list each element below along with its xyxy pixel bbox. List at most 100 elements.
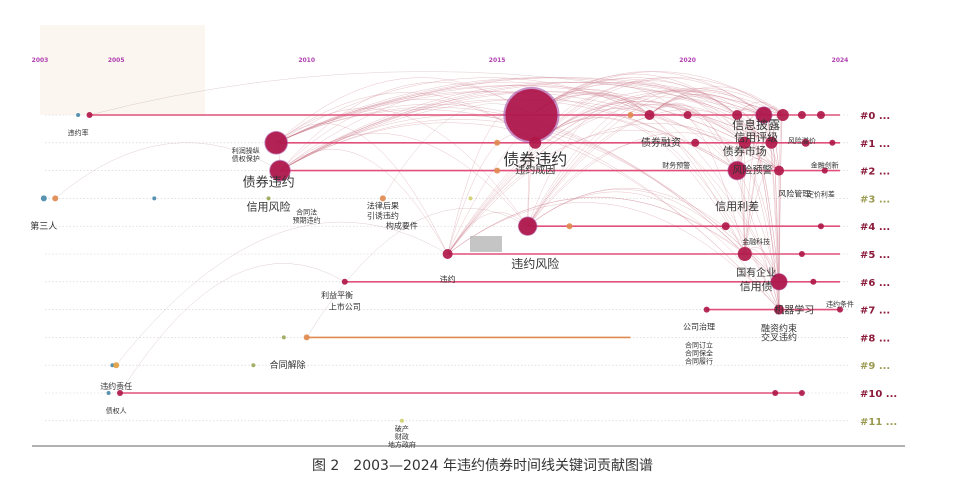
connection-arc [279,132,528,227]
keyword-node [774,304,785,315]
connection-arc [531,94,780,310]
keyword-node [797,111,806,119]
keyword-node [76,113,81,117]
connection-arc [535,108,738,171]
connection-arc [447,90,783,255]
keyword-node [829,139,836,146]
keyword-label: 信息披露 [732,117,780,132]
keyword-label: 合同保全 [685,348,713,357]
connection-arc [535,117,745,255]
connection-arc [649,94,738,116]
connection-arc [279,81,764,171]
keyword-node [728,161,747,180]
keyword-label: 合同法 [296,207,317,216]
keyword-node [399,418,404,423]
keyword-label: 合同履行 [685,356,713,365]
connection-arc [527,89,738,227]
keyword-node [776,109,789,121]
keyword-node [266,196,271,201]
year-tick-label: 2005 [108,57,125,64]
keyword-node [86,112,93,118]
connection-arc [649,89,764,116]
connection-arc [531,91,745,255]
connection-arc [649,98,745,143]
connection-arc [535,96,772,143]
connection-arc [447,90,738,255]
keyword-label: 合同解除 [270,359,306,371]
early-period-shade [40,25,205,115]
connection-arc [649,103,780,282]
connection-arc [527,101,650,227]
cluster-label: #5 ... [860,250,890,261]
keyword-node [251,363,256,368]
year-tick-label: 2024 [832,57,849,64]
connection-arc [279,81,532,171]
connection-arc [447,129,738,255]
connection-arc [535,100,745,143]
connection-arc [535,117,780,310]
keyword-node [755,107,772,123]
keyword-node [468,196,473,201]
keyword-node [494,139,501,146]
keyword-node [837,306,843,313]
keyword-label: 破产 [395,424,409,433]
keyword-label: 风险溢价 [788,136,816,145]
keyword-node [494,167,501,174]
keyword-node [265,131,288,154]
keyword-node [518,217,537,236]
keyword-node [442,249,453,259]
keyword-label: 金融创新 [811,161,839,170]
connection-arc [535,80,738,143]
figure-caption: 图 2 2003—2024 年违约债券时间线关键词贡献图谱 [311,458,654,474]
keyword-label: 债券市场 [723,144,767,158]
connection-arc [649,106,746,255]
year-tick-label: 2003 [32,57,49,64]
keyword-node [732,110,743,120]
keyword-label: 交叉违约 [761,331,797,343]
keyword-node [281,335,286,340]
keyword-label: 引诱违约 [367,210,399,220]
keyword-label: 财务预警 [662,161,690,170]
connection-arc [119,263,345,394]
connection-arc [447,196,745,255]
keyword-node [810,278,817,285]
keyword-node [801,138,810,147]
connection-arc [279,81,650,171]
keyword-label: 违约率 [68,128,89,137]
connection-arc [279,148,448,255]
keyword-label: 法律后果 [367,200,399,210]
cluster-label: #4 ... [860,222,890,233]
connection-arc [649,86,784,116]
cluster-label: #11 ... [860,417,897,428]
keyword-label: 信用利差 [715,199,759,213]
cluster-label: #3 ... [860,194,890,205]
keyword-node [627,112,634,118]
keyword-label: 违约责任 [100,381,132,391]
keyword-label: 违约风险 [511,256,559,271]
keyword-node [765,136,778,149]
keyword-node [683,111,692,119]
connection-arc [527,88,783,227]
keyword-node [152,196,157,201]
keyword-node [341,278,348,285]
keyword-node [771,273,788,290]
connection-arc [535,77,764,143]
keyword-node [703,306,710,313]
keyword-label: 违约 [440,274,456,284]
cluster-label: #1 ... [860,139,890,150]
connection-arc [115,221,448,366]
keyword-node [691,138,700,147]
keyword-label: 财政 [395,432,409,441]
cluster-label: #10 ... [860,389,897,400]
connection-arc [279,98,536,171]
keyword-node [270,160,290,181]
year-tick-label: 2015 [489,57,506,64]
keyword-label: 上市公司 [329,302,361,312]
keyword-label: 风险预警 [732,164,772,177]
keyword-node [113,362,120,369]
connection-arc [276,77,532,143]
connection-arc [527,191,780,310]
connection-arc [527,187,780,282]
connection-arc [306,207,528,338]
